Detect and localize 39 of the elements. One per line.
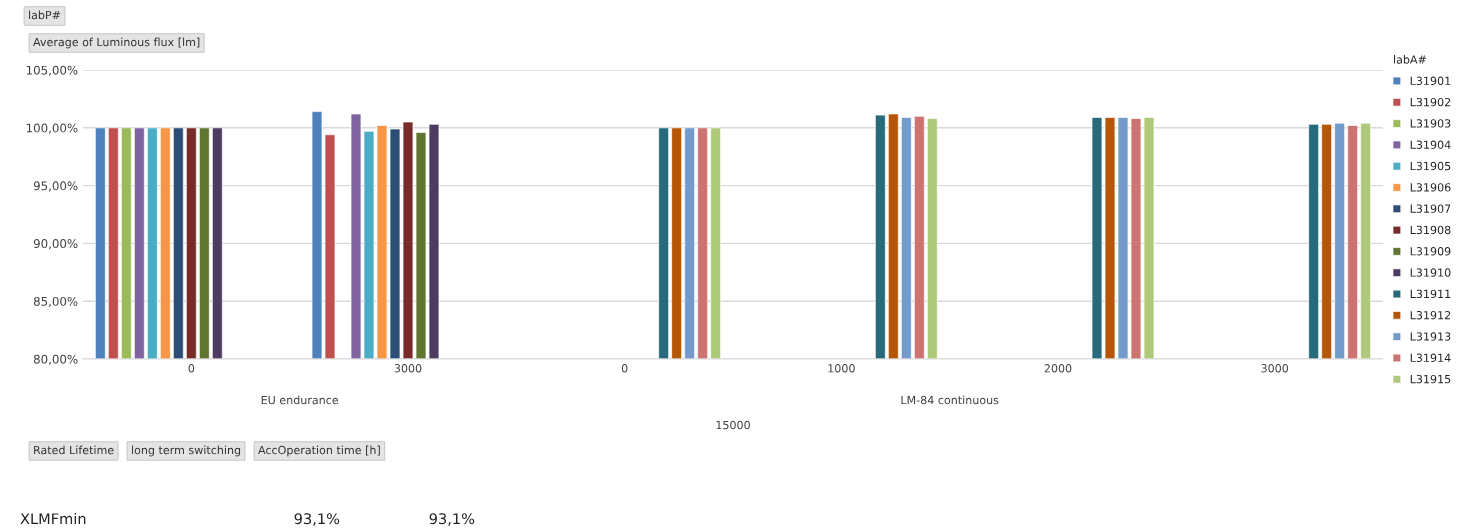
text: EU endurance bbox=[261, 395, 339, 405]
legend-label: L31913 bbox=[1410, 332, 1451, 341]
text: AccOperation time [h] bbox=[258, 445, 380, 457]
legend-label: L31911 bbox=[1410, 289, 1451, 299]
x-tick-label: 3000 bbox=[394, 364, 422, 373]
y-tick-label: 85,00% bbox=[33, 296, 78, 308]
text: LM-84 continuous bbox=[901, 395, 999, 405]
legend-label: L31904 bbox=[1410, 140, 1451, 149]
text: long term switching bbox=[132, 445, 241, 457]
x-tick-label: 2000 bbox=[1044, 364, 1072, 373]
text: 93,1% bbox=[429, 513, 475, 526]
legend-label: L31907 bbox=[1410, 204, 1451, 213]
legend-label: L31906 bbox=[1410, 183, 1451, 192]
x-tick-label: 3000 bbox=[1261, 364, 1289, 373]
text: 93,1% bbox=[294, 513, 340, 526]
legend-label: L31902 bbox=[1410, 97, 1451, 107]
x-tick-label: 0 bbox=[621, 364, 628, 373]
legend-label: L31909 bbox=[1410, 247, 1451, 256]
legend-label: L31915 bbox=[1410, 374, 1451, 384]
text: Rated Lifetime bbox=[34, 445, 114, 455]
legend-label: L31914 bbox=[1410, 353, 1451, 363]
x-tick-label: 0 bbox=[188, 364, 195, 373]
legend-label: L31912 bbox=[1410, 310, 1451, 320]
y-tick-label: 95,00% bbox=[33, 181, 78, 192]
y-tick-label: 90,00% bbox=[33, 239, 78, 250]
legend-label: L31908 bbox=[1410, 225, 1451, 235]
legend-label: L31901 bbox=[1410, 76, 1451, 85]
y-tick-label: 80,00% bbox=[33, 354, 78, 365]
x-tick-label: 1000 bbox=[828, 364, 855, 373]
legend-title: labA# bbox=[1394, 55, 1427, 64]
text: Average of Luminous flux [lm] bbox=[33, 37, 200, 49]
y-tick-label: 100,00% bbox=[26, 123, 78, 134]
legend-label: L31903 bbox=[1410, 119, 1451, 128]
legend-label: L31910 bbox=[1410, 268, 1451, 277]
text: XLMFmin bbox=[20, 512, 86, 525]
text: 15000 bbox=[716, 420, 750, 430]
legend-label: L31905 bbox=[1410, 161, 1451, 171]
text: labP# bbox=[29, 10, 61, 20]
y-tick-label: 105,00% bbox=[26, 65, 78, 76]
